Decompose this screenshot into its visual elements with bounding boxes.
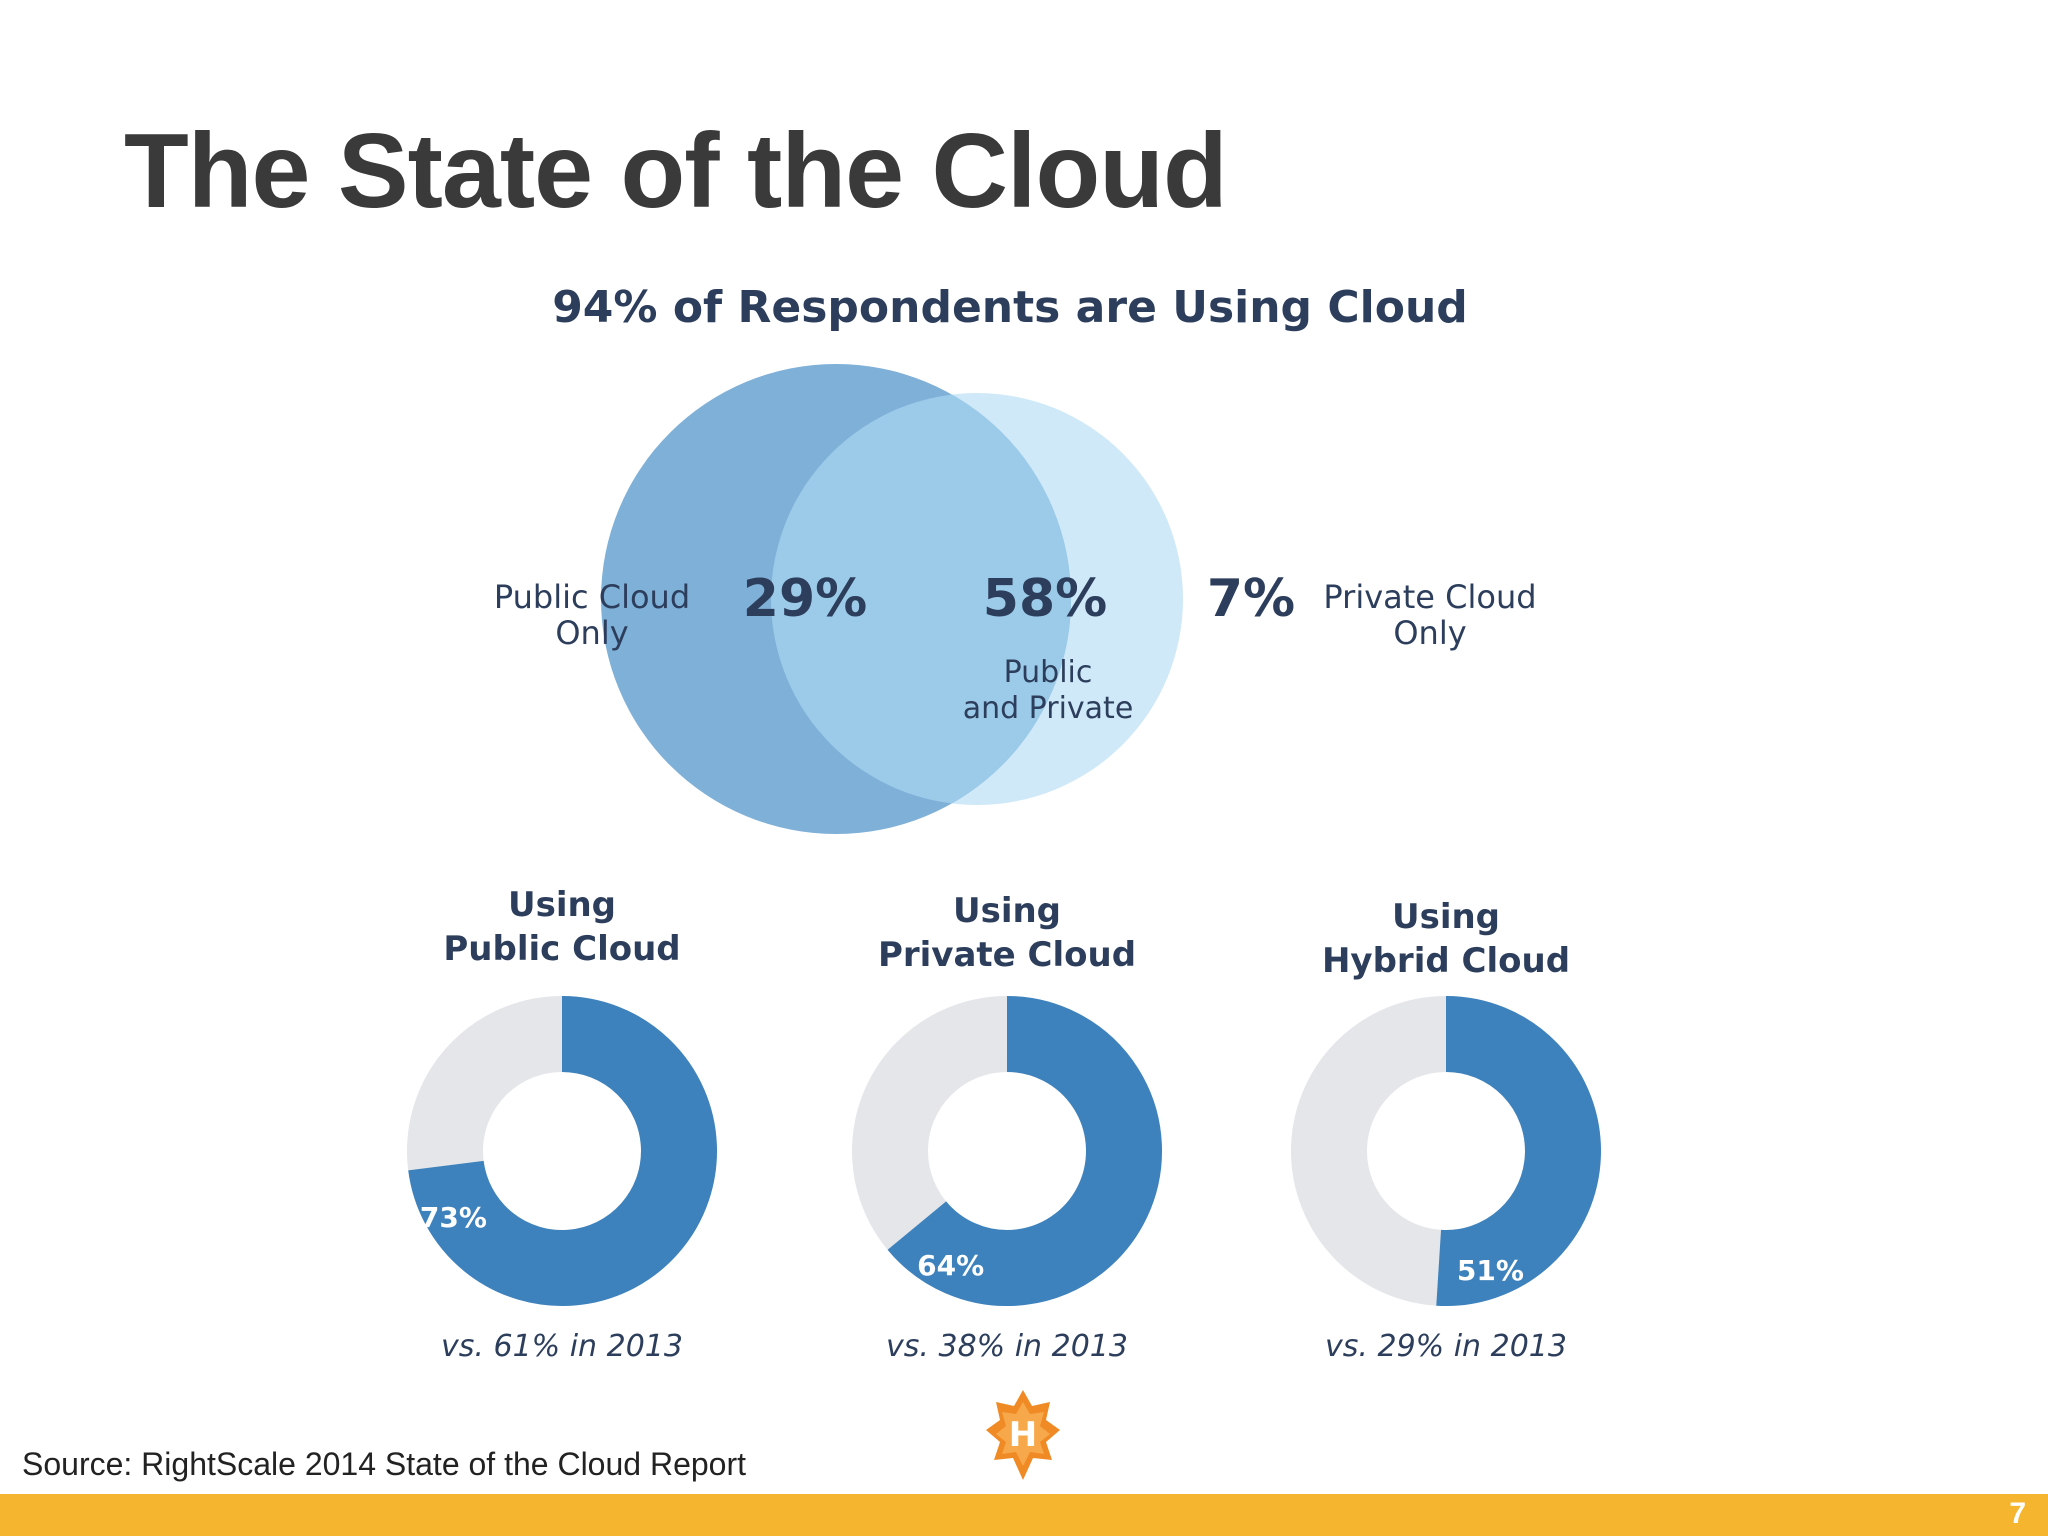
donut-value-hybrid: 51% xyxy=(1457,1254,1524,1287)
cloud-usage-chart: 94% of Respondents are Using Cloud Public… xyxy=(407,282,1601,1364)
donut-arc-public xyxy=(408,996,717,1306)
venn-label-private-only: Private Cloud xyxy=(1323,578,1536,616)
logo-letter: H xyxy=(1009,1415,1037,1455)
donut-title-hybrid: Using xyxy=(1392,897,1500,937)
logo-star-inner xyxy=(996,1402,1050,1466)
donut-arc-hybrid xyxy=(1436,996,1601,1306)
company-logo-icon: H xyxy=(986,1390,1060,1480)
source-note: Source: RightScale 2014 State of the Clo… xyxy=(22,1446,746,1482)
donut-title-public: Using xyxy=(508,885,616,925)
donut-note-private: vs. 38% in 2013 xyxy=(886,1329,1128,1364)
venn-label-both: Public xyxy=(1004,655,1093,690)
donut-value-private: 64% xyxy=(917,1249,984,1282)
donut-title-private-line2: Private Cloud xyxy=(878,935,1136,975)
donut-note-hybrid: vs. 29% in 2013 xyxy=(1325,1329,1567,1364)
venn-overlap xyxy=(771,393,1071,805)
venn-value-private-only: 7% xyxy=(1207,569,1295,629)
venn-label-private-only-line2: Only xyxy=(1393,614,1466,652)
venn-value-public-and-private: 58% xyxy=(983,569,1107,629)
page-number: 7 xyxy=(2009,1497,2026,1530)
venn-label-public-only-line2: Only xyxy=(555,614,628,652)
venn-title: 94% of Respondents are Using Cloud xyxy=(552,282,1468,333)
cloud-usage-figure: 94% of Respondents are Using Cloud Public… xyxy=(380,262,1640,1412)
venn-label-public-only: Public Cloud xyxy=(494,578,690,616)
donut-value-public: 73% xyxy=(420,1201,487,1234)
donut-title-private: Using xyxy=(953,891,1061,931)
donut-note-public: vs. 61% in 2013 xyxy=(441,1329,683,1364)
venn-label-both-line2: and Private xyxy=(963,691,1134,726)
donut-title-hybrid-line2: Hybrid Cloud xyxy=(1322,941,1570,981)
donut-arc-private xyxy=(887,996,1162,1306)
slide-title: The State of the Cloud xyxy=(124,112,1228,230)
footer-bar xyxy=(0,1494,2048,1536)
donut-title-public-line2: Public Cloud xyxy=(443,929,680,969)
venn-value-public-only: 29% xyxy=(743,569,867,629)
